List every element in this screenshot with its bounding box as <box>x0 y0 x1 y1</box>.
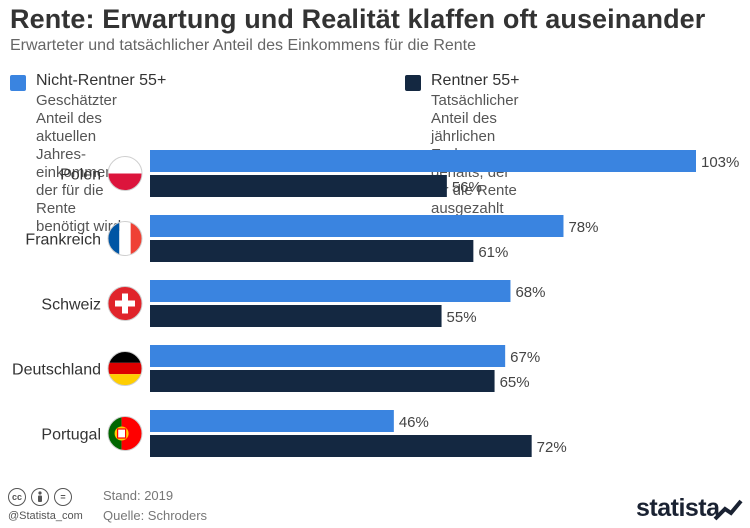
data-label: 78% <box>568 219 598 236</box>
bar <box>150 175 447 197</box>
creative-commons-icon: cc <box>8 488 26 506</box>
brand-logo[interactable]: statista <box>636 494 720 522</box>
bar <box>150 240 474 262</box>
attribution-icon <box>31 488 49 506</box>
bar <box>150 305 442 327</box>
legend-description-line: Geschätzter Anteil des aktuellen Jahres- <box>36 92 117 163</box>
switzerland-flag-icon <box>107 286 143 321</box>
data-label: 65% <box>500 374 530 391</box>
portugal-flag-icon <box>107 416 143 451</box>
bar <box>150 150 696 172</box>
data-label: 72% <box>537 439 567 456</box>
data-label: 68% <box>515 284 545 301</box>
category-label: Frankreich <box>25 232 101 249</box>
category-label: Schweiz <box>41 297 101 314</box>
data-label: 55% <box>447 309 477 326</box>
bar <box>150 280 511 302</box>
date-note: Stand: 2019 <box>103 488 174 503</box>
bar <box>150 435 532 457</box>
category-label: Deutschland <box>12 362 101 379</box>
legend-label: Rentner 55+ <box>431 72 520 89</box>
poland-flag-icon <box>107 156 143 191</box>
data-label: 46% <box>399 414 429 431</box>
data-label: 61% <box>478 244 508 261</box>
legend-label: Nicht-Rentner 55+ <box>36 72 167 89</box>
data-label: 67% <box>510 349 540 366</box>
france-flag-icon <box>107 221 143 256</box>
category-label: Portugal <box>41 427 101 444</box>
license-icons: cc = <box>8 488 72 506</box>
social-handle[interactable]: @Statista_com <box>8 510 83 522</box>
germany-flag-icon <box>107 351 143 386</box>
bar <box>150 410 394 432</box>
legend-description-line: einkommens, der für die Rente benötigt w… <box>36 164 126 235</box>
bar <box>150 215 564 237</box>
no-derivatives-icon: = <box>54 488 72 506</box>
legend-description: Geschätzter Anteil des aktuellen Jahres-… <box>36 92 125 236</box>
chart-title: Rente: Erwartung und Realität klaffen of… <box>10 4 706 34</box>
data-label: 56% <box>452 179 482 196</box>
chart-subtitle: Erwarteter und tatsächlicher Anteil des … <box>10 37 477 54</box>
bar <box>150 370 495 392</box>
bar <box>150 345 506 367</box>
source-note: Quelle: Schroders <box>103 508 208 523</box>
legend-swatch-nicht-rentner <box>10 75 26 91</box>
data-label: 103% <box>701 154 739 171</box>
brand-mark-icon <box>713 499 743 521</box>
legend-swatch-rentner <box>405 75 421 91</box>
category-label: Polen <box>60 167 101 184</box>
bar-chart: Polen 103% 56% Frankreich 78% 61% Schweiz 68% 55… <box>12 150 739 457</box>
